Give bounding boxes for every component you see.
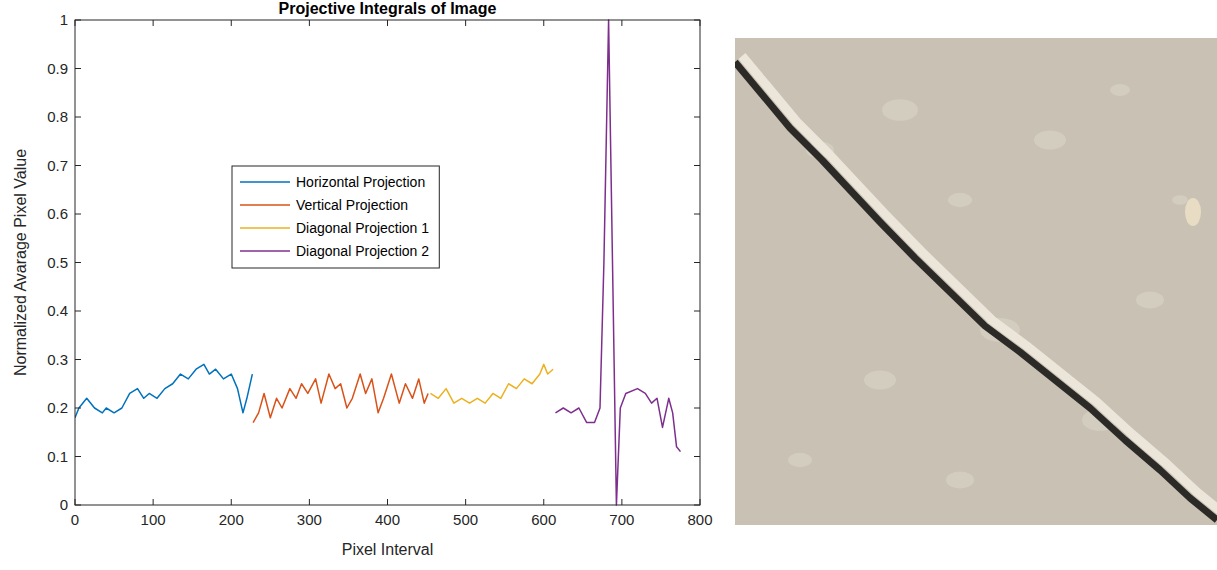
y-tick-right: [694, 456, 700, 457]
photo-texture: [1034, 130, 1066, 149]
legend-swatch: [240, 227, 290, 229]
x-tick: [543, 499, 544, 505]
x-tick: [231, 499, 232, 505]
series-line: [253, 374, 428, 423]
y-tick: [75, 214, 81, 215]
y-tick: [75, 456, 81, 457]
y-tick: [75, 117, 81, 118]
y-tick-label: 1: [60, 11, 68, 28]
x-tick-top: [543, 20, 544, 26]
legend: Horizontal Projection Vertical Projection…: [232, 166, 439, 268]
y-tick: [75, 165, 81, 166]
series-group: [75, 20, 680, 505]
y-tick-label: 0.3: [47, 351, 68, 368]
crack-edge: [742, 56, 1217, 514]
series-line: [430, 364, 553, 403]
photo-texture: [948, 193, 972, 207]
x-tick: [75, 499, 76, 505]
y-tick-right: [694, 214, 700, 215]
series-line: [555, 20, 680, 505]
y-tick-label: 0.6: [47, 205, 68, 222]
photo-texture: [946, 472, 974, 489]
y-tick-right: [694, 165, 700, 166]
y-tick-right: [694, 359, 700, 360]
x-tick-label: 400: [375, 511, 400, 528]
x-tick-label: 600: [531, 511, 556, 528]
y-tick-right: [694, 68, 700, 69]
y-tick-label: 0.2: [47, 399, 68, 416]
photo-texture: [1110, 84, 1130, 96]
y-tick: [75, 311, 81, 312]
y-tick-label: 0.8: [47, 108, 68, 125]
y-tick-label: 0.1: [47, 448, 68, 465]
legend-label: Diagonal Projection 1: [296, 220, 429, 236]
legend-swatch: [240, 250, 290, 252]
photo-texture: [788, 453, 812, 467]
photo: [735, 38, 1217, 525]
y-tick-right: [694, 311, 700, 312]
legend-swatch: [240, 204, 290, 206]
y-tick: [75, 68, 81, 69]
photo-texture: [1172, 195, 1188, 205]
y-tick: [75, 408, 81, 409]
plot-frame: [75, 20, 700, 505]
x-tick-label: 0: [71, 511, 79, 528]
x-axis-title: Pixel Interval: [342, 541, 434, 558]
y-axis-title: Normalized Avarage Pixel Value: [12, 149, 29, 376]
x-tick-label: 500: [453, 511, 478, 528]
x-tick-top: [75, 20, 76, 26]
photo-pebble: [1185, 198, 1201, 226]
x-tick: [621, 499, 622, 505]
photo-texture: [1136, 292, 1164, 309]
y-tick: [75, 262, 81, 263]
chart-title: Projective Integrals of Image: [279, 0, 497, 17]
y-tick-label: 0.7: [47, 157, 68, 174]
legend-label: Diagonal Projection 2: [296, 243, 429, 259]
crack: [735, 62, 1217, 520]
y-tick: [75, 359, 81, 360]
x-tick-label: 100: [141, 511, 166, 528]
x-tick-top: [387, 20, 388, 26]
legend-swatch: [240, 181, 290, 183]
legend-box: [232, 166, 439, 268]
figure: 0 100 200 300 400 500 600 700 800 0 0.1 0.2 0.3 0.4 0.…: [0, 0, 1217, 570]
x-tick-top: [309, 20, 310, 26]
y-tick-right: [694, 20, 700, 21]
x-tick: [153, 499, 154, 505]
x-tick: [309, 499, 310, 505]
legend-label: Horizontal Projection: [296, 174, 425, 190]
y-tick-label: 0.9: [47, 60, 68, 77]
y-tick-right: [694, 262, 700, 263]
y-tick-label: 0: [60, 496, 68, 513]
photo-texture: [864, 370, 896, 389]
photo-ground: [735, 38, 1217, 525]
x-tick-label: 300: [297, 511, 322, 528]
x-tick-top: [621, 20, 622, 26]
series-line: [75, 364, 252, 417]
x-tick-label: 700: [609, 511, 634, 528]
legend-label: Vertical Projection: [296, 197, 408, 213]
y-tick-right: [694, 408, 700, 409]
x-tick: [387, 499, 388, 505]
y-tick-right: [694, 505, 700, 506]
x-tick-label: 200: [219, 511, 244, 528]
y-tick: [75, 505, 81, 506]
x-tick-top: [700, 20, 701, 26]
x-tick: [465, 499, 466, 505]
y-tick-right: [694, 117, 700, 118]
y-tick: [75, 20, 81, 21]
y-tick-label: 0.4: [47, 302, 68, 319]
x-tick: [700, 499, 701, 505]
x-tick-top: [153, 20, 154, 26]
x-tick-top: [465, 20, 466, 26]
x-tick-label: 800: [687, 511, 712, 528]
plot-area: [75, 20, 700, 505]
photo-texture: [882, 99, 918, 121]
x-tick-top: [231, 20, 232, 26]
y-tick-label: 0.5: [47, 254, 68, 271]
